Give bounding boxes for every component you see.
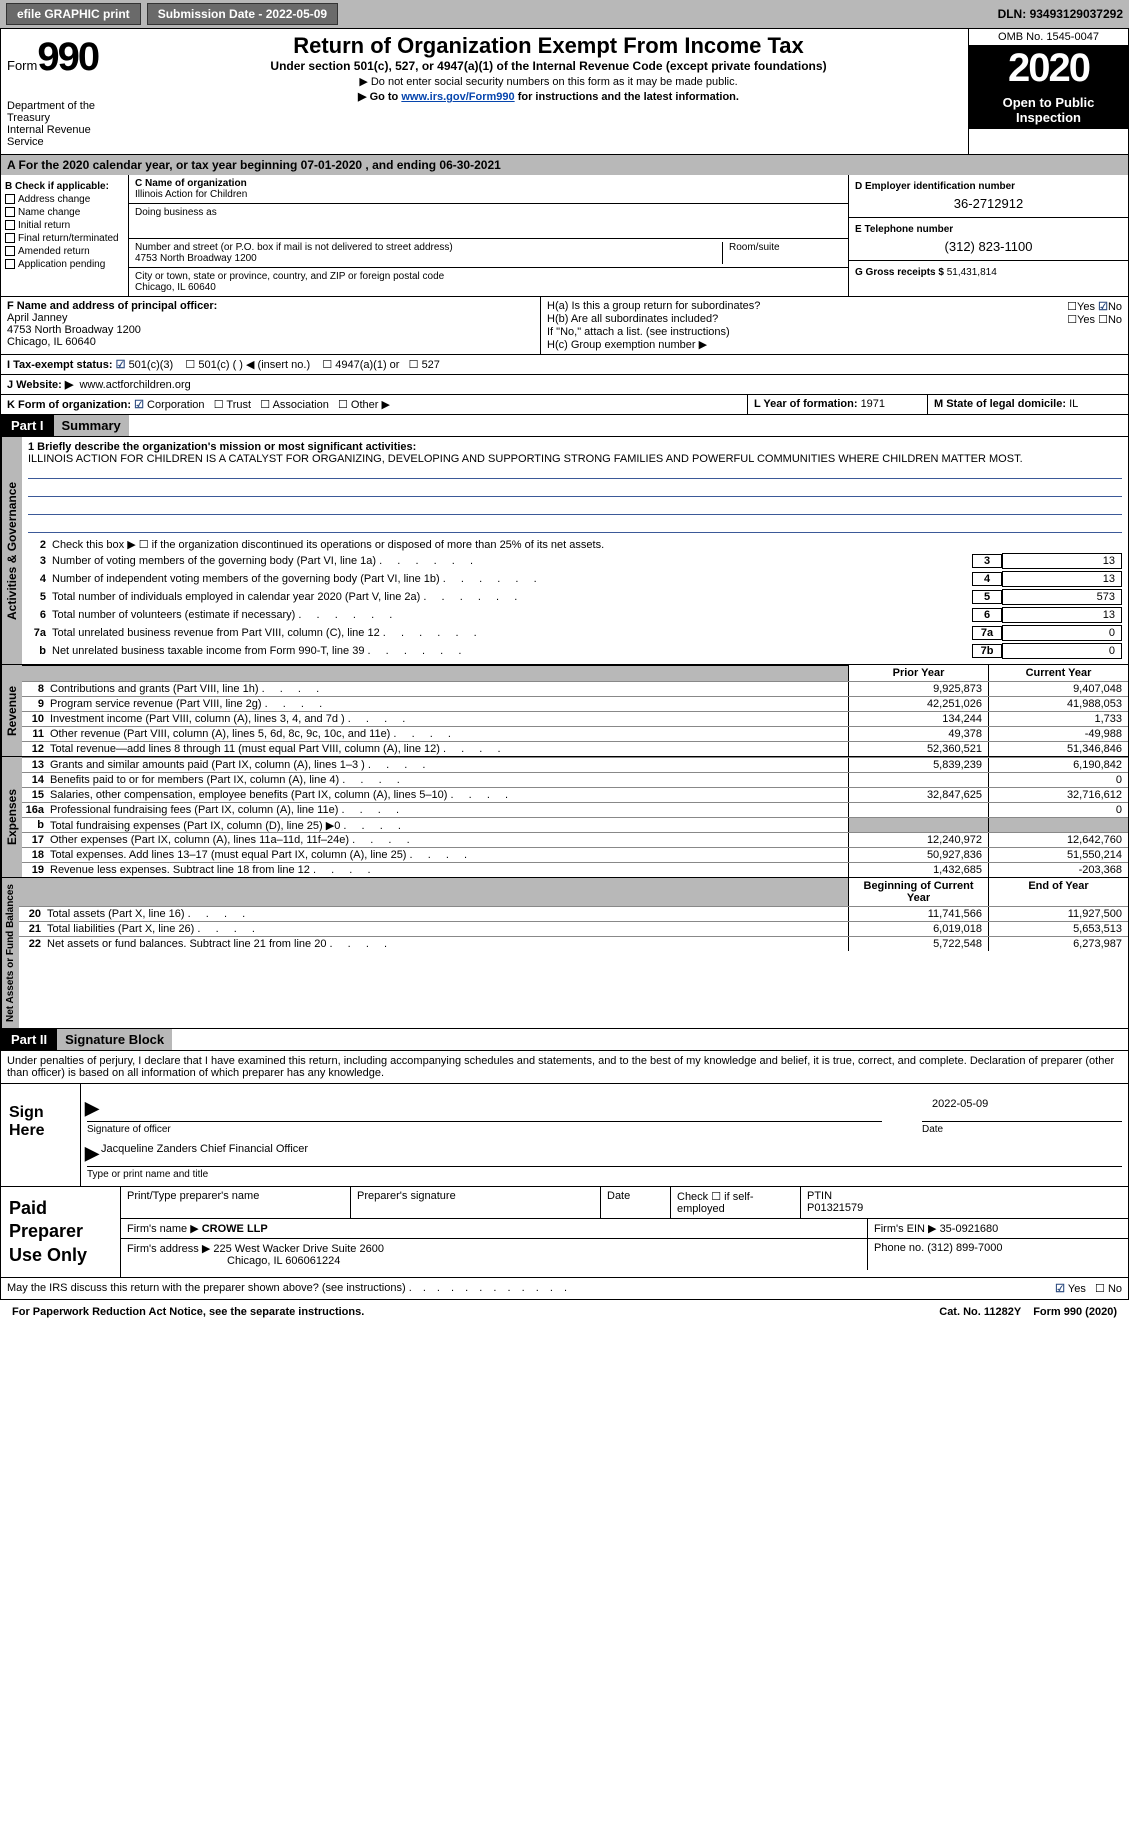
org-city: Chicago, IL 60640	[135, 282, 216, 293]
part1-header: Part ISummary	[0, 415, 1129, 437]
discuss-row: May the IRS discuss this return with the…	[0, 1278, 1129, 1300]
phone: (312) 823-1100	[855, 239, 1122, 254]
box-c: C Name of organizationIllinois Action fo…	[129, 175, 848, 296]
checkbox-item: Amended return	[5, 246, 124, 257]
checkbox-item: Name change	[5, 207, 124, 218]
form-subtitle: Under section 501(c), 527, or 4947(a)(1)…	[133, 59, 964, 73]
box-b: B Check if applicable: Address changeNam…	[1, 175, 129, 296]
summary-revenue: Revenue Prior YearCurrent Year 8Contribu…	[0, 665, 1129, 757]
form-header: Form990 Department of the Treasury Inter…	[0, 28, 1129, 155]
summary-line: 4Number of independent voting members of…	[28, 570, 1122, 588]
firm-phone: (312) 899-7000	[927, 1242, 1002, 1254]
summary-governance: Activities & Governance 1 Briefly descri…	[0, 437, 1129, 665]
box-h: H(a) Is this a group return for subordin…	[541, 297, 1128, 354]
summary-line: 5Total number of individuals employed in…	[28, 588, 1122, 606]
summary-line: bNet unrelated business taxable income f…	[28, 642, 1122, 660]
open-public: Open to Public Inspection	[969, 91, 1128, 129]
fin-line: 12Total revenue—add lines 8 through 11 (…	[22, 741, 1128, 756]
omb-number: OMB No. 1545-0047	[969, 29, 1128, 46]
summary-line: 3Number of voting members of the governi…	[28, 552, 1122, 570]
signature-intro: Under penalties of perjury, I declare th…	[0, 1051, 1129, 1084]
dept-treasury: Department of the Treasury Internal Reve…	[7, 100, 123, 148]
period-row: A For the 2020 calendar year, or tax yea…	[0, 155, 1129, 175]
firm-ein: 35-0921680	[940, 1223, 999, 1235]
summary-netassets: Net Assets or Fund Balances Beginning of…	[0, 878, 1129, 1029]
mission-text: ILLINOIS ACTION FOR CHILDREN IS A CATALY…	[28, 453, 1122, 465]
org-address: 4753 North Broadway 1200	[135, 253, 257, 264]
row-i: I Tax-exempt status: ☑ 501(c)(3) ☐ 501(c…	[0, 355, 1129, 375]
preparer-block: Paid Preparer Use Only Print/Type prepar…	[0, 1187, 1129, 1278]
dln: DLN: 93493129037292	[998, 7, 1123, 21]
summary-line: 6Total number of volunteers (estimate if…	[28, 606, 1122, 624]
officer-name: April Janney	[7, 312, 68, 324]
fin-line: 9Program service revenue (Part VIII, lin…	[22, 696, 1128, 711]
box-f: F Name and address of principal officer:…	[1, 297, 541, 354]
website: www.actforchildren.org	[79, 379, 190, 391]
fin-line: 18Total expenses. Add lines 13–17 (must …	[22, 847, 1128, 862]
row-j: J Website: ▶ www.actforchildren.org	[0, 375, 1129, 395]
part2-header: Part IISignature Block	[0, 1029, 1129, 1051]
irs-link[interactable]: www.irs.gov/Form990	[401, 91, 514, 103]
fin-line: 22Net assets or fund balances. Subtract …	[19, 936, 1128, 951]
header-right-block: OMB No. 1545-0047 2020 Open to Public In…	[968, 29, 1128, 154]
firm-addr: 225 West Wacker Drive Suite 2600	[213, 1243, 384, 1255]
fin-line: 17Other expenses (Part IX, column (A), l…	[22, 832, 1128, 847]
fin-line: 19Revenue less expenses. Subtract line 1…	[22, 862, 1128, 877]
sign-here-block: Sign Here ▶Signature of officer 2022-05-…	[0, 1084, 1129, 1187]
summary-line: 7aTotal unrelated business revenue from …	[28, 624, 1122, 642]
form-id-block: Form990 Department of the Treasury Inter…	[1, 29, 129, 154]
checkbox-item: Application pending	[5, 259, 124, 270]
note-ssn: ▶ Do not enter social security numbers o…	[133, 75, 964, 88]
efile-badge: efile GRAPHIC print	[6, 3, 141, 25]
fin-line: 16aProfessional fundraising fees (Part I…	[22, 802, 1128, 817]
org-name: Illinois Action for Children	[135, 189, 247, 200]
fin-line: 20Total assets (Part X, line 16) . . . .…	[19, 906, 1128, 921]
fin-line: 21Total liabilities (Part X, line 26) . …	[19, 921, 1128, 936]
form-title: Return of Organization Exempt From Incom…	[133, 33, 964, 59]
fin-line: 8Contributions and grants (Part VIII, li…	[22, 681, 1128, 696]
fin-line: 11Other revenue (Part VIII, column (A), …	[22, 726, 1128, 741]
ein: 36-2712912	[855, 196, 1122, 211]
form-ref: Form 990 (2020)	[1027, 1302, 1123, 1322]
checkbox-item: Initial return	[5, 220, 124, 231]
note-link: ▶ Go to www.irs.gov/Form990 for instruct…	[133, 90, 964, 103]
section-bcd: B Check if applicable: Address changeNam…	[0, 175, 1129, 297]
checkbox-item: Final return/terminated	[5, 233, 124, 244]
summary-expenses: Expenses 13Grants and similar amounts pa…	[0, 757, 1129, 878]
checkbox-item: Address change	[5, 194, 124, 205]
firm-name: CROWE LLP	[202, 1223, 268, 1235]
submission-badge: Submission Date - 2022-05-09	[147, 3, 338, 25]
row-fh: F Name and address of principal officer:…	[0, 297, 1129, 355]
box-d: D Employer identification number36-27129…	[848, 175, 1128, 296]
tax-year: 2020	[969, 46, 1128, 91]
fin-line: 14Benefits paid to or for members (Part …	[22, 772, 1128, 787]
gross-receipts: 51,431,814	[947, 267, 997, 278]
top-bar: efile GRAPHIC print Submission Date - 20…	[0, 0, 1129, 28]
officer-sig-name: Jacqueline Zanders Chief Financial Offic…	[101, 1143, 308, 1155]
fin-line: 13Grants and similar amounts paid (Part …	[22, 757, 1128, 772]
fin-line: bTotal fundraising expenses (Part IX, co…	[22, 817, 1128, 832]
header-title-block: Return of Organization Exempt From Incom…	[129, 29, 968, 154]
fin-line: 10Investment income (Part VIII, column (…	[22, 711, 1128, 726]
row-klm: K Form of organization: ☑ Corporation ☐ …	[0, 395, 1129, 415]
fin-line: 15Salaries, other compensation, employee…	[22, 787, 1128, 802]
sig-date: 2022-05-09	[932, 1098, 988, 1110]
